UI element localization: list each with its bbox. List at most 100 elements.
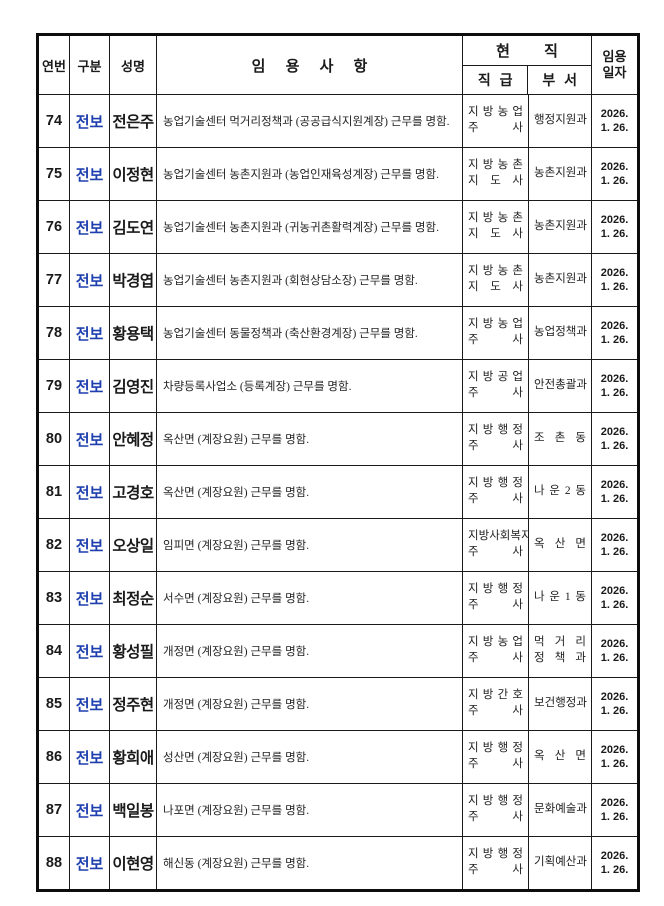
row-number-cell: 75 xyxy=(39,148,70,200)
row-number-cell: 82 xyxy=(39,519,70,571)
row-number-cell: 88 xyxy=(39,837,70,889)
header-current-position-sub: 직 급 부 서 xyxy=(463,65,591,94)
details-cell: 개정면 (계장요원) 근무를 명함. xyxy=(157,678,463,730)
category-cell: 전보 xyxy=(70,413,110,465)
table-row: 82 전보 오상일 임피면 (계장요원) 근무를 명함. 지방사회복지주사 옥산… xyxy=(39,519,637,572)
category-cell: 전보 xyxy=(70,360,110,412)
header-rank: 직 급 xyxy=(463,65,529,94)
header-appointment-date: 임용 일자 xyxy=(602,48,627,80)
date-cell: 2026. 1. 26. xyxy=(600,584,629,611)
date-cell: 2026. 1. 26. xyxy=(600,478,629,505)
row-number-cell: 81 xyxy=(39,466,70,518)
details-cell: 농업기술센터 동물정책과 (축산환경계장) 근무를 명함. xyxy=(157,307,463,359)
category-cell: 전보 xyxy=(70,307,110,359)
category-cell: 전보 xyxy=(70,254,110,306)
table-header-row: 연번 구분 성명 임 용 사 항 현 직 직 급 부 서 임용 일자 xyxy=(39,36,637,95)
header-current-position: 현 직 xyxy=(463,36,591,66)
header-department: 부 서 xyxy=(542,71,578,88)
row-number-cell: 86 xyxy=(39,731,70,783)
table-row: 77 전보 박경엽 농업기술센터 농촌지원과 (회현상담소장) 근무를 명함. … xyxy=(39,254,637,307)
date-cell: 2026. 1. 26. xyxy=(600,319,629,346)
details-cell: 해신동 (계장요원) 근무를 명함. xyxy=(157,837,463,889)
details-cell: 임피면 (계장요원) 근무를 명함. xyxy=(157,519,463,571)
table-row: 76 전보 김도연 농업기술센터 농촌지원과 (귀농귀촌활력계장) 근무를 명함… xyxy=(39,201,637,254)
date-cell: 2026. 1. 26. xyxy=(600,531,629,558)
row-number-cell: 84 xyxy=(39,625,70,677)
category-cell: 전보 xyxy=(70,519,110,571)
appointment-table: 연번 구분 성명 임 용 사 항 현 직 직 급 부 서 임용 일자 74 전보… xyxy=(36,33,640,892)
details-cell: 옥산면 (계장요원) 근무를 명함. xyxy=(157,466,463,518)
date-cell: 2026. 1. 26. xyxy=(600,796,629,823)
date-cell: 2026. 1. 26. xyxy=(600,372,629,399)
details-cell: 농업기술센터 농촌지원과 (회현상담소장) 근무를 명함. xyxy=(157,254,463,306)
header-serial-number: 연번 xyxy=(39,36,70,94)
name-cell: 김도연 xyxy=(110,201,157,253)
category-cell: 전보 xyxy=(70,731,110,783)
name-cell: 황희애 xyxy=(110,731,157,783)
name-cell: 정주현 xyxy=(110,678,157,730)
header-category: 구분 xyxy=(70,36,110,94)
header-name: 성명 xyxy=(110,36,157,94)
date-cell: 2026. 1. 26. xyxy=(600,690,629,717)
row-number-cell: 85 xyxy=(39,678,70,730)
name-cell: 이정현 xyxy=(110,148,157,200)
date-cell: 2026. 1. 26. xyxy=(600,213,629,240)
header-current-position-group: 현 직 직 급 부 서 xyxy=(463,36,592,94)
details-cell: 개정면 (계장요원) 근무를 명함. xyxy=(157,625,463,677)
name-cell: 전은주 xyxy=(110,95,157,147)
row-number-cell: 87 xyxy=(39,784,70,836)
row-number-cell: 83 xyxy=(39,572,70,624)
name-cell: 박경엽 xyxy=(110,254,157,306)
date-cell: 2026. 1. 26. xyxy=(600,637,629,664)
details-cell: 서수면 (계장요원) 근무를 명함. xyxy=(157,572,463,624)
row-number-cell: 80 xyxy=(39,413,70,465)
category-cell: 전보 xyxy=(70,148,110,200)
name-cell: 오상일 xyxy=(110,519,157,571)
date-cell: 2026. 1. 26. xyxy=(600,743,629,770)
category-cell: 전보 xyxy=(70,466,110,518)
date-cell: 2026. 1. 26. xyxy=(600,849,629,876)
header-appointment-details: 임 용 사 항 xyxy=(157,36,463,94)
details-cell: 차량등록사업소 (등록계장) 근무를 명함. xyxy=(157,360,463,412)
details-cell: 농업기술센터 먹거리정책과 (공공급식지원계장) 근무를 명함. xyxy=(157,95,463,147)
category-cell: 전보 xyxy=(70,201,110,253)
name-cell: 고경호 xyxy=(110,466,157,518)
date-cell: 2026. 1. 26. xyxy=(600,266,629,293)
row-number-cell: 77 xyxy=(39,254,70,306)
details-cell: 나포면 (계장요원) 근무를 명함. xyxy=(157,784,463,836)
row-number-cell: 74 xyxy=(39,95,70,147)
row-number-cell: 76 xyxy=(39,201,70,253)
name-cell: 황성필 xyxy=(110,625,157,677)
